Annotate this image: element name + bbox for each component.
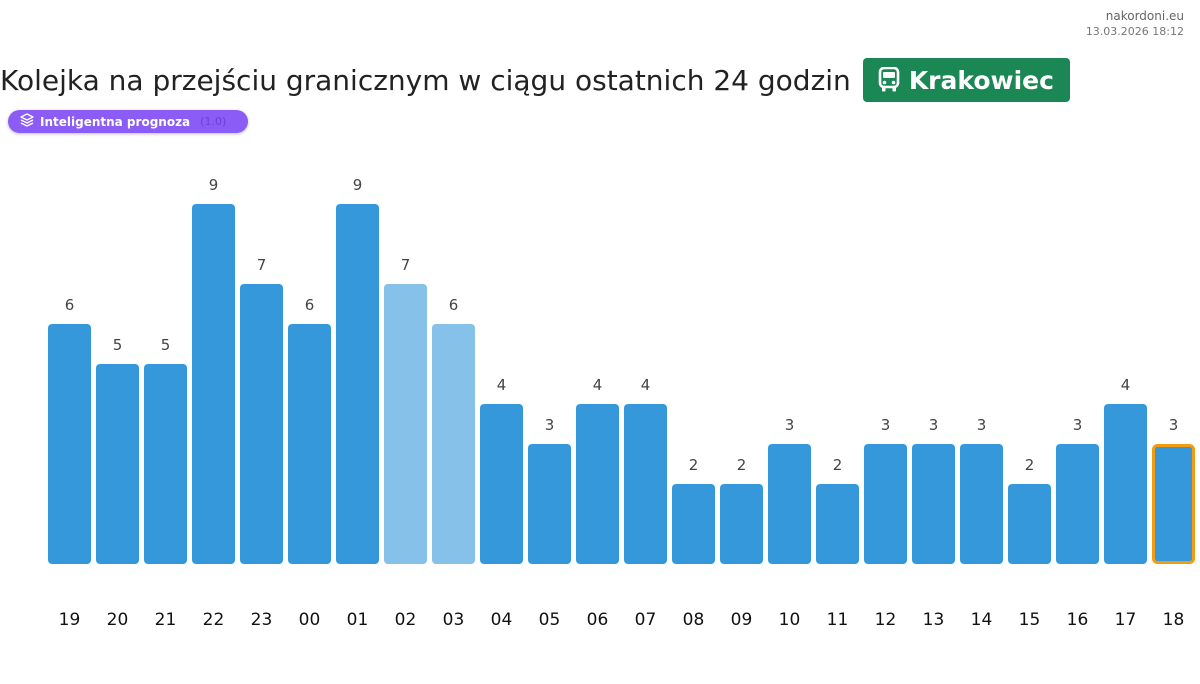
value-label-12: 3 bbox=[881, 416, 891, 434]
value-label-06: 4 bbox=[593, 376, 603, 394]
bar-12[interactable] bbox=[864, 444, 907, 564]
forecast-label: Inteligentna prognoza bbox=[40, 114, 191, 129]
bar-11[interactable] bbox=[816, 484, 859, 564]
tick-label-18: 18 bbox=[1163, 610, 1185, 630]
title-row: Kolejka na przejściu granicznym w ciągu … bbox=[0, 58, 1070, 102]
bar-20[interactable] bbox=[96, 364, 139, 564]
tick-label-11: 11 bbox=[827, 610, 849, 630]
tick-label-01: 01 bbox=[347, 610, 369, 630]
bar-16[interactable] bbox=[1056, 444, 1099, 564]
bar-05[interactable] bbox=[528, 444, 571, 564]
bar-08[interactable] bbox=[672, 484, 715, 564]
value-label-15: 2 bbox=[1025, 456, 1035, 474]
bar-04[interactable] bbox=[480, 404, 523, 564]
value-label-09: 2 bbox=[737, 456, 747, 474]
bar-18[interactable] bbox=[1152, 444, 1195, 564]
tick-label-02: 02 bbox=[395, 610, 417, 630]
bar-19[interactable] bbox=[48, 324, 91, 564]
bar-10[interactable] bbox=[768, 444, 811, 564]
value-label-16: 3 bbox=[1073, 416, 1083, 434]
value-label-23: 7 bbox=[257, 256, 267, 274]
bar-09[interactable] bbox=[720, 484, 763, 564]
value-label-03: 6 bbox=[449, 296, 459, 314]
bar-03[interactable] bbox=[432, 324, 475, 564]
value-label-04: 4 bbox=[497, 376, 507, 394]
tick-label-16: 16 bbox=[1067, 610, 1089, 630]
tick-label-10: 10 bbox=[779, 610, 801, 630]
tick-label-05: 05 bbox=[539, 610, 561, 630]
tick-label-03: 03 bbox=[443, 610, 465, 630]
site-info: nakordoni.eu 13.03.2026 18:12 bbox=[1086, 8, 1184, 40]
tick-label-13: 13 bbox=[923, 610, 945, 630]
tick-label-08: 08 bbox=[683, 610, 705, 630]
bar-01[interactable] bbox=[336, 204, 379, 564]
value-label-18: 3 bbox=[1169, 416, 1179, 434]
tick-label-15: 15 bbox=[1019, 610, 1041, 630]
bar-00[interactable] bbox=[288, 324, 331, 564]
tick-label-21: 21 bbox=[155, 610, 177, 630]
timestamp: 13.03.2026 18:12 bbox=[1085, 25, 1184, 38]
crossing-badge[interactable]: Krakowiec bbox=[862, 58, 1070, 102]
tick-label-23: 23 bbox=[251, 610, 273, 630]
crossing-name: Krakowiec bbox=[908, 65, 1054, 95]
bar-13[interactable] bbox=[912, 444, 955, 564]
bar-23[interactable] bbox=[240, 284, 283, 564]
value-label-01: 9 bbox=[353, 176, 363, 194]
bar-14[interactable] bbox=[960, 444, 1003, 564]
tick-label-14: 14 bbox=[971, 610, 993, 630]
queue-bar-chart: 6195205219227236009017026034043054064072… bbox=[48, 176, 1195, 630]
forecast-badge[interactable]: Inteligentna prognoza (1.0) bbox=[8, 110, 248, 133]
tick-label-17: 17 bbox=[1115, 610, 1137, 630]
value-label-13: 3 bbox=[929, 416, 939, 434]
value-label-08: 2 bbox=[689, 456, 699, 474]
value-label-21: 5 bbox=[161, 336, 171, 354]
bar-17[interactable] bbox=[1104, 404, 1147, 564]
bar-06[interactable] bbox=[576, 404, 619, 564]
bar-07[interactable] bbox=[624, 404, 667, 564]
bus-icon bbox=[877, 67, 901, 93]
value-label-14: 3 bbox=[977, 416, 987, 434]
value-label-05: 3 bbox=[545, 416, 555, 434]
tick-label-12: 12 bbox=[875, 610, 897, 630]
tick-label-06: 06 bbox=[587, 610, 609, 630]
tick-label-07: 07 bbox=[635, 610, 657, 630]
forecast-extra: (1.0) bbox=[200, 115, 227, 128]
value-label-02: 7 bbox=[401, 256, 411, 274]
site-name: nakordoni.eu bbox=[1105, 9, 1184, 23]
value-label-11: 2 bbox=[833, 456, 843, 474]
tick-label-19: 19 bbox=[59, 610, 81, 630]
value-label-07: 4 bbox=[641, 376, 651, 394]
value-label-00: 6 bbox=[305, 296, 315, 314]
bar-15[interactable] bbox=[1008, 484, 1051, 564]
page-title: Kolejka na przejściu granicznym w ciągu … bbox=[0, 63, 851, 97]
value-label-22: 9 bbox=[209, 176, 219, 194]
tick-label-09: 09 bbox=[731, 610, 753, 630]
bar-21[interactable] bbox=[144, 364, 187, 564]
layers-icon bbox=[20, 113, 40, 130]
value-label-20: 5 bbox=[113, 336, 123, 354]
value-label-10: 3 bbox=[785, 416, 795, 434]
tick-label-22: 22 bbox=[203, 610, 225, 630]
bar-22[interactable] bbox=[192, 204, 235, 564]
tick-label-00: 00 bbox=[299, 610, 321, 630]
value-label-17: 4 bbox=[1121, 376, 1131, 394]
value-label-19: 6 bbox=[65, 296, 75, 314]
tick-label-20: 20 bbox=[107, 610, 129, 630]
tick-label-04: 04 bbox=[491, 610, 513, 630]
bar-02[interactable] bbox=[384, 284, 427, 564]
